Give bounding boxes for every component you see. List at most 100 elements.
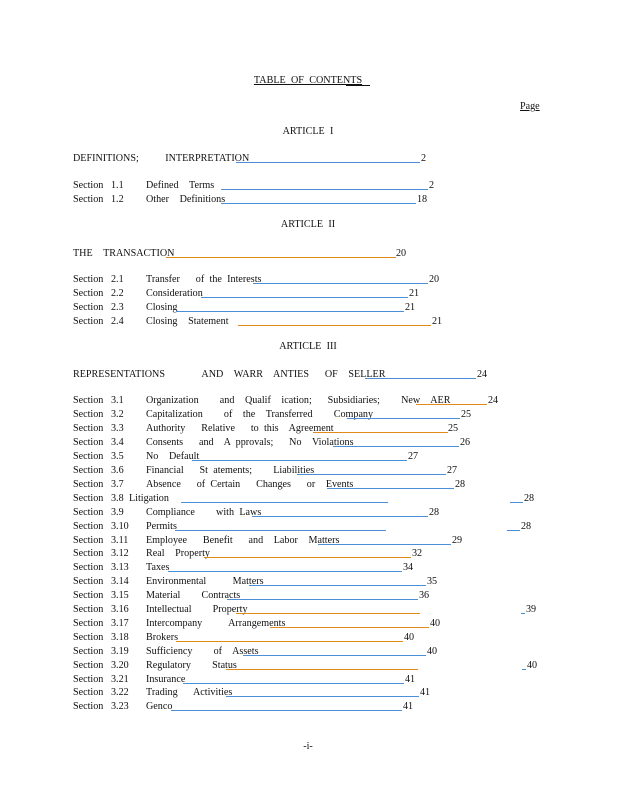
section-title[interactable]: Sufficiency of Assets [146, 645, 259, 657]
section-title[interactable]: Closing [146, 301, 178, 313]
section-title[interactable]: Closing Statement [146, 315, 229, 327]
article-title[interactable]: THE TRANSACTION [73, 247, 175, 259]
section-number: 3.20 [111, 659, 129, 671]
section-number: 3.7 [111, 478, 124, 490]
section-title[interactable]: Permits [146, 520, 177, 532]
section-title[interactable]: Organization and Qualif ication; Subsidi… [146, 394, 451, 406]
section-number: 3.5 [111, 450, 124, 462]
section-number: 1.1 [111, 179, 124, 191]
section-title[interactable]: Consents and A pprovals; No Violations [146, 436, 354, 448]
section-label: Section [73, 506, 104, 518]
section-label: Section [73, 534, 104, 546]
page-number: 2 [421, 152, 427, 164]
section-title[interactable]: Consideration [146, 287, 203, 299]
section-label: Section [73, 575, 104, 587]
article-title[interactable]: DEFINITIONS; INTERPRETATION [73, 152, 250, 164]
section-title[interactable]: Trading Activities [146, 686, 233, 698]
dot-leader [318, 544, 451, 545]
page-number: 36 [419, 589, 430, 601]
section-label: Section [73, 464, 104, 476]
section-number: 3.4 [111, 436, 124, 448]
section-number: 3.12 [111, 547, 129, 559]
page-number: 40 [404, 631, 415, 643]
section-title[interactable]: Regulatory Status [146, 659, 237, 671]
dot-leader [327, 488, 454, 489]
section-title[interactable]: Environmental Matters [146, 575, 264, 587]
dot-leader [249, 585, 426, 586]
page-number: 41 [420, 686, 431, 698]
page-number: 21 [432, 315, 443, 327]
page-number: 35 [427, 575, 438, 587]
page-number: 21 [405, 301, 416, 313]
page-number: 25 [461, 408, 472, 420]
section-number: 3.6 [111, 464, 124, 476]
page-number: 18 [417, 193, 428, 205]
section-label: Section [73, 659, 104, 671]
dot-leader [171, 710, 402, 711]
page-number: 21 [409, 287, 420, 299]
page-number: 27 [447, 464, 458, 476]
section-title[interactable]: Compliance with Laws [146, 506, 262, 518]
section-number: 2.3 [111, 301, 124, 313]
section-title[interactable]: Absence of Certain Changes or Events [146, 478, 354, 490]
title-underline-tail [346, 85, 370, 86]
page-number: 26 [460, 436, 471, 448]
dot-leader [226, 696, 419, 697]
page-number: 34 [403, 561, 414, 573]
section-number: 3.9 [111, 506, 124, 518]
page-number: 28 [429, 506, 440, 518]
section-title[interactable]: Capitalization of the Transferred Compan… [146, 408, 374, 420]
dot-leader [236, 162, 420, 163]
section-label: Section [73, 287, 104, 299]
section-title[interactable]: Employee Benefit and Labor Matters [146, 534, 340, 546]
section-title[interactable]: Intellectual Property [146, 603, 248, 615]
dot-leader [238, 325, 431, 326]
dot-leader [333, 446, 459, 447]
section-number: 3.3 [111, 422, 124, 434]
dot-leader [297, 474, 446, 475]
section-title[interactable]: Real Property [146, 547, 210, 559]
page-number: 41 [403, 700, 414, 712]
page-number: 20 [429, 273, 440, 285]
section-title[interactable]: Intercompany Arrangements [146, 617, 286, 629]
section-label: Section [73, 520, 104, 532]
dot-leader [175, 530, 386, 531]
dot-leader [221, 189, 428, 190]
section-label: Section [73, 700, 104, 712]
page-number: 32 [412, 547, 423, 559]
section-title[interactable]: Litigation [129, 492, 169, 504]
section-number: 3.23 [111, 700, 129, 712]
dot-leader [347, 418, 460, 419]
section-label: Section [73, 179, 104, 191]
section-number: 3.1 [111, 394, 124, 406]
section-title[interactable]: Other Definitions [146, 193, 226, 205]
page-number: 20 [396, 247, 407, 259]
section-title[interactable]: Transfer of the Interests [146, 273, 262, 285]
dot-leader [176, 641, 403, 642]
section-number: 3.13 [111, 561, 129, 573]
section-title[interactable]: Brokers [146, 631, 179, 643]
section-number: 3.14 [111, 575, 129, 587]
section-label: Section [73, 686, 104, 698]
page-number: 41 [405, 673, 416, 685]
section-title[interactable]: Insurance [146, 673, 186, 685]
section-title[interactable]: Taxes [146, 561, 170, 573]
page-column-header: Page [520, 100, 540, 112]
dot-leader [252, 516, 428, 517]
article-title[interactable]: REPRESENTATIONS AND WARR ANTIES OF SELLE… [73, 368, 386, 380]
dot-leader [522, 669, 526, 670]
section-title[interactable]: Genco [146, 700, 173, 712]
dot-leader [521, 613, 525, 614]
section-title[interactable]: Defined Terms [146, 179, 215, 191]
section-number: 2.4 [111, 315, 124, 327]
section-title[interactable]: Material Contracts [146, 589, 241, 601]
page-number: 24 [477, 368, 488, 380]
section-label: Section [73, 408, 104, 420]
section-title[interactable]: Authority Relative to this Agreement [146, 422, 334, 434]
section-title[interactable]: Financial St atements; Liabilities [146, 464, 315, 476]
section-label: Section [73, 673, 104, 685]
section-title[interactable]: No Default [146, 450, 200, 462]
dot-leader [227, 599, 418, 600]
page-number: 40 [427, 645, 438, 657]
